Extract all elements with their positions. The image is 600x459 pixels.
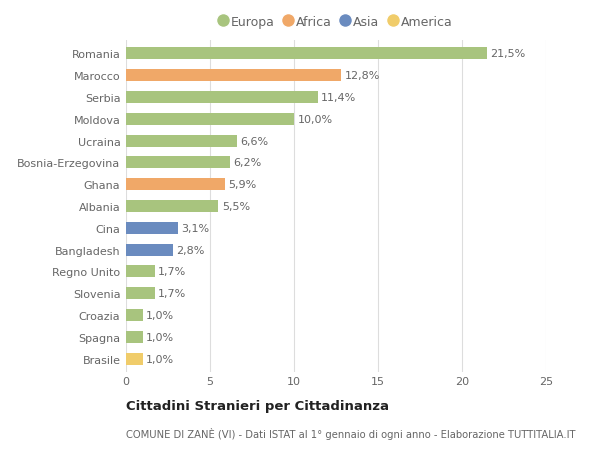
Bar [126,48,487,60]
Text: 21,5%: 21,5% [491,50,526,59]
Bar [126,135,237,147]
Text: 6,2%: 6,2% [233,158,262,168]
Bar [126,266,155,278]
Text: 10,0%: 10,0% [298,115,332,124]
Text: 1,0%: 1,0% [146,354,174,364]
Text: 5,9%: 5,9% [229,180,257,190]
Text: 1,7%: 1,7% [158,267,186,277]
Text: 1,0%: 1,0% [146,332,174,342]
Bar [126,70,341,82]
Bar [126,201,218,213]
Text: 1,0%: 1,0% [146,310,174,320]
Text: COMUNE DI ZANÈ (VI) - Dati ISTAT al 1° gennaio di ogni anno - Elaborazione TUTTI: COMUNE DI ZANÈ (VI) - Dati ISTAT al 1° g… [126,427,575,439]
Bar [126,287,155,299]
Bar [126,244,173,256]
Text: 11,4%: 11,4% [321,93,356,103]
Bar [126,222,178,234]
Text: 1,7%: 1,7% [158,289,186,298]
Text: 2,8%: 2,8% [176,245,205,255]
Bar [126,309,143,321]
Bar [126,92,317,104]
Text: 3,1%: 3,1% [181,223,209,233]
Bar [126,113,294,126]
Text: 12,8%: 12,8% [344,71,380,81]
Text: Cittadini Stranieri per Cittadinanza: Cittadini Stranieri per Cittadinanza [126,399,389,412]
Bar [126,353,143,365]
Legend: Europa, Africa, Asia, America: Europa, Africa, Asia, America [215,11,457,34]
Bar [126,331,143,343]
Text: 5,5%: 5,5% [222,202,250,212]
Text: 6,6%: 6,6% [240,136,268,146]
Bar [126,179,225,191]
Bar [126,157,230,169]
